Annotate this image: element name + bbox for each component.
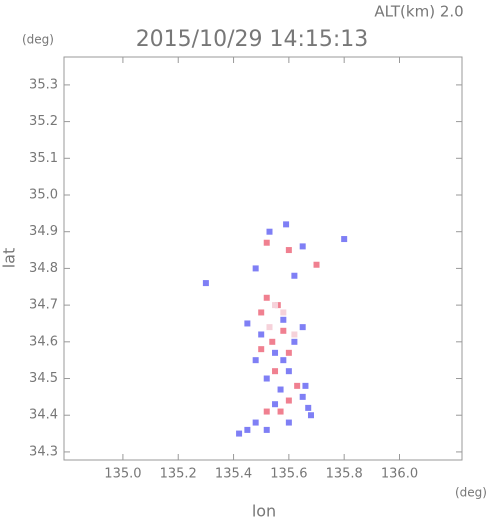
y-unit: (deg) (22, 33, 54, 47)
x-tick-label: 136.0 (381, 467, 418, 482)
point (285, 368, 292, 375)
y-tick-label: 34.8 (29, 261, 58, 276)
point (299, 324, 306, 331)
point (283, 221, 290, 228)
point (272, 302, 279, 309)
x-axis-label: lon (252, 502, 276, 521)
point (202, 280, 209, 287)
point (266, 324, 273, 331)
y-tick-label: 34.9 (29, 224, 58, 239)
point (280, 327, 287, 334)
point (291, 331, 298, 338)
point (258, 331, 265, 338)
point (305, 404, 312, 411)
y-tick-label: 34.5 (29, 371, 58, 386)
point (277, 408, 284, 415)
point (269, 338, 276, 345)
point (263, 426, 270, 433)
point (244, 426, 251, 433)
point (285, 349, 292, 356)
point (341, 236, 348, 243)
point (285, 247, 292, 254)
point (272, 368, 279, 375)
y-tick-label: 35.0 (29, 188, 58, 203)
y-tick-label: 35.3 (29, 77, 58, 92)
point (307, 412, 314, 419)
x-tick-label: 135.8 (326, 467, 363, 482)
y-axis-label: lat (0, 248, 19, 269)
point (272, 349, 279, 356)
point (258, 309, 265, 316)
point (272, 401, 279, 408)
y-tick-label: 34.6 (29, 334, 58, 349)
point (285, 397, 292, 404)
point (277, 386, 284, 393)
point (291, 272, 298, 279)
point (299, 243, 306, 250)
x-tick-label: 135.2 (160, 467, 197, 482)
point (252, 265, 259, 272)
x-tick-label: 135.4 (215, 467, 252, 482)
x-tick-label: 135.6 (270, 467, 307, 482)
point (258, 346, 265, 353)
point (291, 338, 298, 345)
y-tick-label: 35.1 (29, 151, 58, 166)
point (285, 419, 292, 426)
point (263, 239, 270, 246)
y-tick-label: 35.2 (29, 114, 58, 129)
plot-frame (63, 56, 463, 461)
point (236, 430, 243, 437)
point (266, 228, 273, 235)
point (294, 382, 301, 389)
point (313, 261, 320, 268)
y-tick-label: 34.3 (29, 444, 58, 459)
x-tick-label: 135.0 (104, 467, 141, 482)
annotation: ALT(km) 2.0 (374, 3, 463, 21)
chart-title: 2015/10/29 14:15:13 (136, 27, 369, 52)
point (280, 309, 287, 316)
point (263, 408, 270, 415)
point (263, 294, 270, 301)
point (299, 393, 306, 400)
point (252, 357, 259, 364)
point (280, 316, 287, 323)
point (280, 357, 287, 364)
point (244, 320, 251, 327)
x-unit: (deg) (455, 486, 487, 500)
y-tick-label: 34.7 (29, 298, 58, 313)
y-tick-label: 34.4 (29, 408, 58, 423)
point (252, 419, 259, 426)
point (263, 375, 270, 382)
point (302, 382, 309, 389)
